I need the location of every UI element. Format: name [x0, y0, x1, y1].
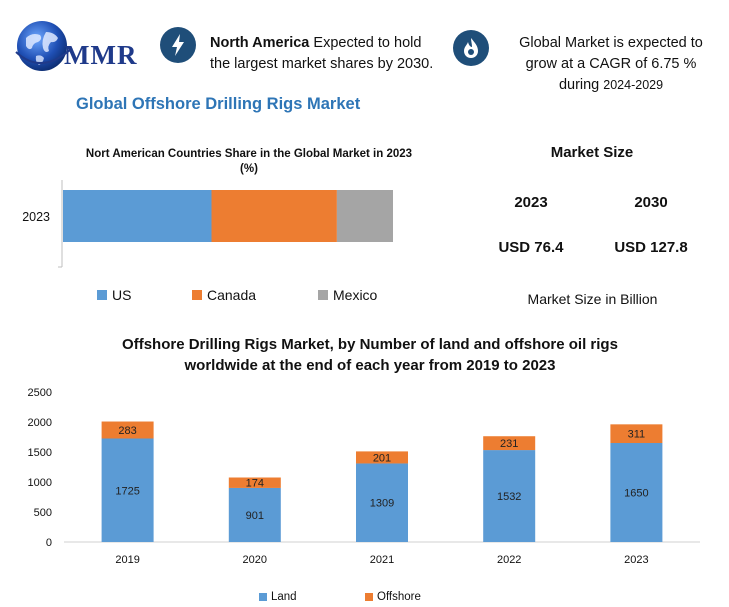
legend-label-land: Land [271, 591, 297, 603]
legend-swatch-offshore [365, 593, 373, 601]
rigs-label-offshore-2023: 311 [628, 429, 646, 441]
rigs-chart-title-line1: Offshore Drilling Rigs Market, by Number… [122, 336, 618, 353]
rigs-y-tick-1000: 1000 [28, 477, 52, 489]
north-america-note: North America Expected to hold the large… [210, 33, 470, 75]
cagr-line3: during [558, 77, 604, 93]
legend-swatch-land [259, 593, 267, 601]
rigs-bar-land-2023 [610, 443, 663, 542]
cagr-period: 2024-2029 [603, 78, 664, 92]
market-size-value-2023: USD 76.4 [498, 239, 564, 256]
share-bar-us [63, 190, 212, 242]
share-bar-mexico [336, 190, 393, 242]
share-chart-subtitle: (%) [240, 163, 258, 175]
market-size-year-2023: 2023 [514, 194, 548, 211]
rigs-label-land-2020: 901 [246, 510, 264, 522]
logo-text: MMR [64, 40, 138, 70]
rigs-y-tick-2000: 2000 [28, 417, 52, 429]
share-legend-mexico: Mexico [318, 287, 377, 303]
rigs-x-label-2021: 2021 [370, 554, 394, 566]
market-size-title: Market Size [550, 144, 634, 161]
rigs-bar-offshore-2019 [101, 421, 154, 439]
rigs-legend-land: Land [259, 591, 297, 603]
rigs-y-tick-2500: 2500 [28, 387, 52, 399]
rigs-label-land-2022: 1532 [497, 491, 521, 503]
rigs-label-offshore-2020: 174 [246, 478, 264, 490]
lightning-icon [160, 27, 196, 63]
rigs-x-label-2020: 2020 [243, 554, 267, 566]
legend-label-mexico: Mexico [333, 287, 378, 303]
cagr-note: Global Market is expected to grow at a C… [505, 33, 717, 96]
legend-swatch-canada [192, 290, 202, 300]
cagr-line2: grow at a CAGR of 6.75 % [525, 56, 697, 72]
rigs-label-land-2019: 1725 [115, 485, 139, 497]
globe-logo-icon [15, 21, 73, 71]
legend-swatch-us [97, 290, 107, 300]
share-chart-title-text: Nort American Countries Share in the Glo… [85, 148, 413, 160]
page-title: Global Offshore Drilling Rigs Market [76, 95, 361, 113]
rigs-bar-land-2022 [483, 450, 536, 542]
rigs-bar-land-2019 [101, 438, 154, 542]
rigs-bar-offshore-2022 [483, 436, 536, 451]
rigs-bar-offshore-2021 [356, 451, 408, 464]
rigs-y-tick-0: 0 [46, 537, 52, 549]
legend-label-us: US [112, 287, 132, 303]
rigs-bar-land-2020 [228, 487, 281, 542]
legend-swatch-mexico [318, 290, 328, 300]
rigs-x-label-2022: 2022 [497, 554, 521, 566]
rigs-y-tick-500: 500 [34, 507, 52, 519]
rigs-label-land-2023: 1650 [624, 488, 648, 500]
north-america-line2: the largest market shares by 2030. [210, 56, 434, 72]
share-legend-us: US [97, 287, 131, 303]
rigs-legend-offshore: Offshore [365, 591, 421, 603]
rigs-x-label-2019: 2019 [115, 554, 139, 566]
market-size-footnote: Market Size in Billion [527, 291, 658, 307]
rigs-label-offshore-2021: 201 [373, 452, 391, 464]
north-america-bold: North America [210, 35, 310, 51]
rigs-label-offshore-2019: 283 [118, 425, 136, 437]
share-category-label: 2023 [22, 210, 50, 224]
rigs-bar-offshore-2020 [228, 477, 281, 488]
share-chart: 2023 [22, 180, 393, 268]
north-america-line1: Expected to hold [309, 35, 422, 51]
market-size-value-2030: USD 127.8 [614, 239, 688, 256]
rigs-bar-land-2021 [356, 463, 408, 542]
market-size-year-2030: 2030 [634, 194, 668, 211]
legend-label-canada: Canada [207, 287, 257, 303]
share-bar-canada [211, 190, 337, 242]
legend-label-offshore: Offshore [377, 591, 421, 603]
rigs-chart: 0 500 1000 1500 2000 2500 1725 283 2019 901 174 202… [28, 387, 700, 566]
rigs-chart-title-line2: worldwide at the end of each year from 2… [184, 357, 556, 374]
rigs-bar-offshore-2023 [610, 424, 663, 443]
flame-icon [453, 30, 489, 66]
cagr-line1: Global Market is expected to [519, 35, 703, 51]
rigs-label-land-2021: 1309 [370, 498, 394, 510]
share-legend-canada: Canada [192, 287, 256, 303]
rigs-x-label-2023: 2023 [624, 554, 648, 566]
rigs-label-offshore-2022: 231 [500, 438, 518, 450]
rigs-y-tick-1500: 1500 [28, 447, 52, 459]
share-chart-title: Nort American Countries Share in the Glo… [64, 147, 434, 177]
rigs-chart-title: Offshore Drilling Rigs Market, by Number… [60, 334, 680, 376]
